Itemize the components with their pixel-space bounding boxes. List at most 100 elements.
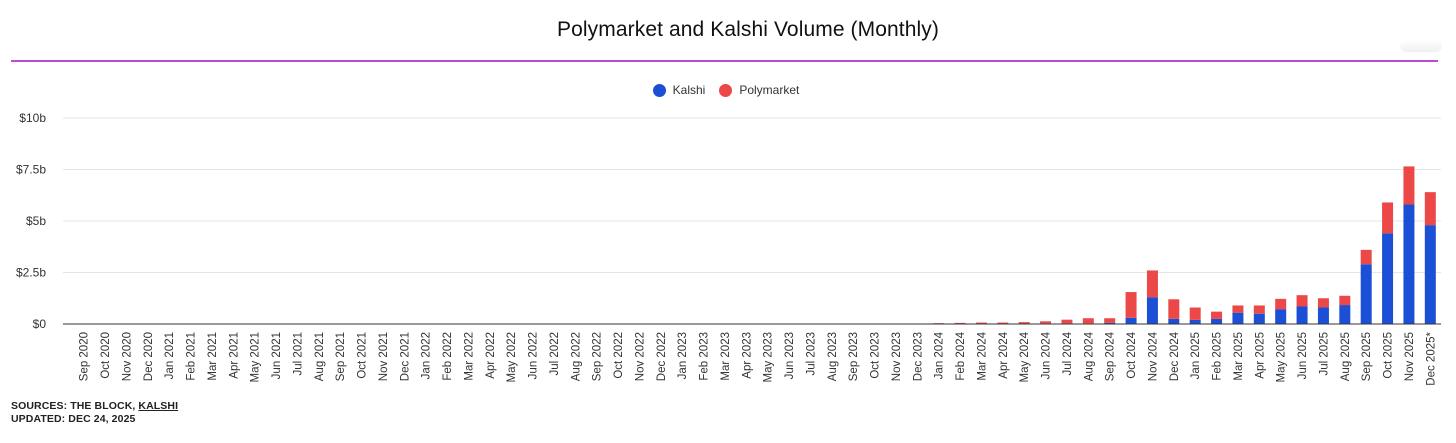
bar-polymarket — [1339, 295, 1351, 306]
legend-swatch-polymarket — [719, 83, 733, 97]
x-tick-label: Jun 2021 — [271, 332, 283, 379]
chart-title: Polymarket and Kalshi Volume (Monthly) — [557, 18, 939, 41]
x-tick-label: Jul 2021 — [292, 332, 304, 375]
bar-kalshi — [1382, 233, 1394, 324]
x-tick-label: Nov 2021 — [378, 332, 390, 381]
x-tick-label: Feb 2021 — [186, 332, 198, 381]
x-tick-label: Oct 2023 — [870, 332, 882, 379]
y-tick-label: $7.5b — [16, 163, 46, 177]
x-tick-label: Feb 2025 — [1212, 332, 1224, 381]
bar-polymarket — [1382, 202, 1394, 234]
y-tick-label: $10b — [19, 111, 46, 125]
x-tick-label: Dec 2023 — [912, 332, 924, 381]
bar-kalshi — [1232, 312, 1244, 324]
x-tick-label: Feb 2023 — [699, 332, 711, 381]
bar-polymarket — [1104, 318, 1116, 323]
bar-polymarket — [1168, 299, 1180, 319]
bar-kalshi — [1146, 297, 1158, 324]
x-tick-label: Mar 2024 — [976, 331, 988, 380]
x-tick-label: Apr 2024 — [998, 331, 1010, 378]
bar-polymarket — [1125, 292, 1137, 318]
x-tick-label: Nov 2025 — [1404, 332, 1416, 381]
bar-polymarket — [1082, 318, 1094, 324]
x-tick-label: Jan 2021 — [164, 332, 176, 379]
legend-item-polymarket[interactable]: Polymarket — [719, 83, 799, 97]
bar-polymarket — [1403, 166, 1415, 205]
y-tick-label: $5b — [26, 214, 46, 228]
x-tick-label: Oct 2021 — [357, 332, 369, 379]
bar-polymarket — [1232, 305, 1244, 313]
x-tick-label: Sep 2023 — [848, 332, 860, 381]
x-tick-label: Apr 2021 — [228, 332, 240, 379]
x-tick-label: Jul 2023 — [805, 332, 817, 375]
sources-note: SOURCES: THE BLOCK, KALSHI — [11, 400, 178, 412]
x-tick-label: Jan 2024 — [934, 331, 946, 379]
x-tick-label: Sep 2022 — [592, 332, 604, 381]
x-tick-label: Apr 2022 — [485, 332, 497, 379]
x-tick-label: Dec 2022 — [656, 332, 668, 381]
x-tick-label: Aug 2021 — [314, 332, 326, 381]
x-tick-label: Mar 2025 — [1233, 332, 1245, 381]
bar-polymarket — [933, 323, 945, 324]
bar-polymarket — [1211, 311, 1223, 319]
x-tick-label: Feb 2022 — [442, 332, 454, 381]
bar-polymarket — [1189, 307, 1201, 320]
x-tick-label: Jun 2024 — [1041, 331, 1053, 379]
x-tick-label: Oct 2024 — [1126, 331, 1138, 378]
bar-polymarket — [1275, 298, 1287, 310]
x-tick-label: Nov 2020 — [121, 332, 133, 381]
legend-item-kalshi[interactable]: Kalshi — [652, 83, 705, 97]
x-tick-label: Aug 2023 — [827, 332, 839, 381]
x-tick-label: Mar 2021 — [207, 332, 219, 381]
bar-kalshi — [1317, 307, 1329, 324]
bar-polymarket — [1018, 322, 1030, 324]
bar-kalshi — [1189, 319, 1201, 324]
bar-kalshi — [1168, 318, 1180, 324]
x-tick-label: Oct 2020 — [100, 332, 112, 379]
x-tick-label: May 2024 — [1019, 331, 1031, 382]
x-tick-label: Jul 2022 — [549, 332, 561, 375]
x-tick-label: Sep 2024 — [1105, 331, 1117, 381]
updated-note: UPDATED: DEC 24, 2025 — [11, 413, 136, 425]
bar-polymarket — [975, 322, 987, 324]
x-tick-label: Aug 2024 — [1083, 331, 1095, 381]
x-tick-label: Aug 2022 — [570, 332, 582, 381]
x-tick-label: May 2021 — [250, 332, 262, 383]
y-tick-label: $0 — [33, 317, 47, 331]
x-tick-label: May 2023 — [763, 332, 775, 383]
x-tick-label: Mar 2022 — [463, 332, 475, 381]
x-tick-label: Dec 2024 — [1169, 331, 1181, 381]
bar-polymarket — [954, 322, 966, 324]
sources-prefix: SOURCES: THE BLOCK, — [11, 400, 139, 412]
sources-link-kalshi[interactable]: KALSHI — [138, 400, 179, 412]
bar-kalshi — [1296, 306, 1308, 324]
x-tick-label: Dec 2025* — [1425, 331, 1437, 385]
x-tick-label: Jan 2022 — [421, 332, 433, 379]
x-tick-label: Mar 2023 — [720, 332, 732, 381]
x-tick-label: Jun 2022 — [528, 332, 540, 379]
x-tick-label: Apr 2025 — [1254, 332, 1266, 379]
bar-kalshi — [1339, 305, 1351, 324]
x-tick-label: Jun 2025 — [1297, 332, 1309, 379]
bar-kalshi — [1211, 318, 1223, 324]
bar-kalshi — [1360, 264, 1372, 324]
bar-kalshi — [1104, 322, 1116, 324]
x-tick-label: Dec 2021 — [399, 332, 411, 381]
legend-swatch-kalshi — [652, 83, 666, 97]
x-tick-label: May 2022 — [506, 332, 518, 383]
bar-kalshi — [1125, 317, 1137, 324]
x-tick-label: Oct 2025 — [1383, 332, 1395, 379]
menu-button-shadow — [1400, 40, 1442, 52]
bar-kalshi — [1424, 225, 1436, 324]
bar-polymarket — [1317, 298, 1329, 308]
bar-polymarket — [1424, 192, 1436, 226]
bar-polymarket — [1146, 270, 1158, 298]
x-tick-label: Oct 2022 — [613, 332, 625, 379]
x-tick-label: May 2025 — [1276, 332, 1288, 383]
x-tick-label: Apr 2023 — [741, 332, 753, 379]
x-tick-label: Aug 2025 — [1340, 332, 1352, 381]
bar-polymarket — [1253, 305, 1265, 314]
legend: Kalshi Polymarket — [0, 83, 1452, 97]
bar-kalshi — [1403, 204, 1415, 324]
